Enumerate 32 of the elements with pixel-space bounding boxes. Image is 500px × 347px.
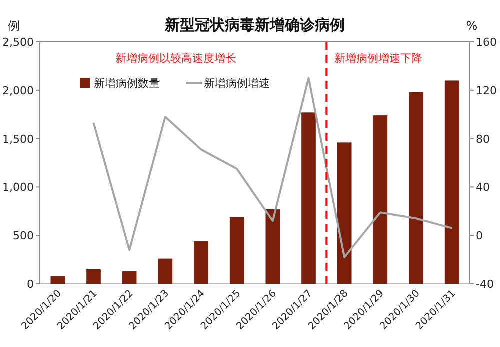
- y2-tick-label: -40: [476, 278, 494, 291]
- y-axis-title: 例: [8, 19, 20, 33]
- y-tick-label: 0: [27, 278, 34, 291]
- bar: [444, 80, 460, 284]
- bar: [230, 217, 244, 284]
- bar: [373, 116, 388, 284]
- bar: [86, 269, 101, 284]
- bar: [122, 271, 137, 284]
- bar: [194, 241, 208, 284]
- y-tick-label: 500: [13, 230, 34, 243]
- y-tick-label: 2,000: [2, 84, 34, 98]
- chart-title: 新型冠状病毒新增确诊病例: [164, 16, 345, 34]
- bar: [302, 112, 316, 284]
- y2-tick-label: 0: [476, 230, 483, 243]
- bar: [158, 258, 173, 284]
- y-tick-label: 1,500: [2, 132, 34, 146]
- annotation: 新增病例以较高速度增长: [116, 52, 237, 65]
- legend-label: 新增病例增速: [204, 77, 270, 90]
- annotation: 新增病例增速下降: [334, 52, 423, 65]
- bar: [337, 142, 352, 284]
- line-series: [92, 77, 454, 258]
- y-tick-label: 1,000: [2, 181, 34, 194]
- y2-tick-label: 40: [476, 181, 490, 194]
- bar: [50, 276, 66, 284]
- y2-axis-title: %: [466, 19, 478, 33]
- y-tick-label: 2,500: [2, 36, 34, 49]
- y2-tick-label: 120: [476, 84, 497, 98]
- bar: [409, 92, 424, 284]
- y2-tick-label: 80: [476, 132, 490, 146]
- y2-tick-label: 160: [476, 36, 497, 49]
- legend-label: 新增病例数量: [94, 77, 160, 90]
- bar: [266, 209, 280, 284]
